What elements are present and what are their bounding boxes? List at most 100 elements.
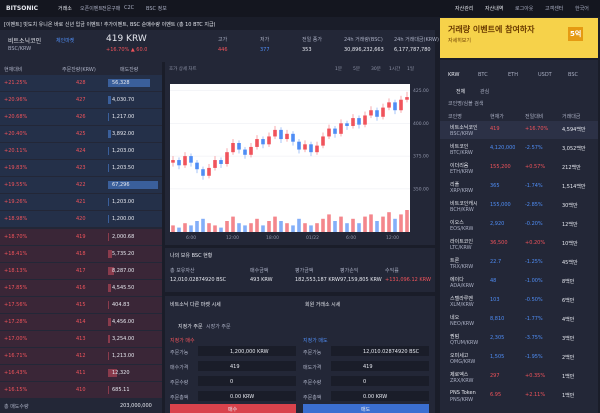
input-box[interactable] — [331, 361, 429, 371]
field-label: 주문가능 — [303, 350, 322, 356]
holding-value: +131,096.12 KRW — [385, 277, 431, 283]
volume-bar — [183, 223, 187, 232]
price: 425 — [76, 131, 86, 137]
market-row[interactable] — [440, 216, 598, 234]
pct: +18.13% — [4, 268, 28, 274]
sub-tab[interactable]: 관심 — [480, 89, 490, 95]
market-row[interactable] — [440, 292, 598, 310]
order-title: 지정가 매도 — [303, 338, 328, 344]
candle-body — [237, 143, 241, 150]
qty: 4,456.00 — [112, 319, 135, 325]
market-row[interactable] — [440, 273, 598, 291]
volume-bar — [327, 214, 331, 232]
market-tab[interactable]: KRW — [448, 72, 460, 78]
candle-body — [225, 152, 229, 164]
orderbook-row — [0, 365, 162, 381]
button-label[interactable]: 매도 — [361, 407, 371, 413]
field-label: 주문수량 — [303, 380, 322, 386]
market-tab[interactable]: BTC — [478, 72, 488, 78]
nav-item[interactable]: 오픈이벤트 — [80, 6, 104, 12]
pct: +17.00% — [4, 336, 28, 342]
market-tab[interactable]: ETH — [508, 72, 518, 78]
market-row[interactable] — [440, 254, 598, 272]
coin-name: 비트코인캐시 — [450, 201, 478, 207]
volume-bar — [333, 221, 337, 232]
input-box[interactable] — [198, 391, 296, 401]
volume-bar — [207, 223, 211, 232]
input-box[interactable] — [331, 376, 429, 386]
nav-item[interactable]: 고객센터 — [545, 6, 564, 12]
coin-change: -1.77% — [525, 316, 543, 322]
nav-item[interactable]: BSC 정보 — [146, 6, 167, 12]
nav-item[interactable]: C2C — [124, 5, 135, 11]
nav-item[interactable]: 거래소 — [58, 6, 72, 12]
volume-bar — [285, 223, 289, 232]
coin-pair: ETH/KRW — [450, 169, 474, 175]
input-box[interactable] — [331, 346, 429, 356]
pct: +16.15% — [4, 387, 28, 393]
volume-bar — [339, 216, 343, 232]
market-tab[interactable]: USDT — [538, 72, 552, 78]
market-row[interactable] — [440, 368, 598, 386]
order-title: 지정가 매수 — [170, 338, 195, 344]
stat-value: 6,177,787,780 — [394, 47, 431, 53]
candle-body — [267, 136, 271, 145]
tab[interactable]: 시장가 주문 — [206, 324, 231, 330]
market-row[interactable] — [440, 349, 598, 367]
qty-bar — [108, 386, 109, 394]
qty-bar — [108, 181, 158, 189]
coin-name: 트론 — [450, 258, 460, 264]
field-label: 주문총액 — [170, 395, 189, 401]
price: 427 — [76, 97, 86, 103]
search[interactable]: 코인명/심볼 검색 — [448, 101, 484, 107]
volume-bar — [369, 214, 373, 232]
pct: +16.71% — [4, 353, 28, 359]
nav-item[interactable]: 로그아웃 — [515, 6, 534, 12]
market-row[interactable] — [440, 178, 598, 196]
nav-item[interactable]: 자산내역 — [485, 6, 504, 12]
nav-item[interactable]: 전문구매 — [102, 6, 121, 12]
coin-price: 48 — [490, 278, 497, 284]
button-label[interactable]: 매수 — [228, 407, 238, 413]
footer-value: 203,000,000 — [120, 403, 152, 409]
nav-item[interactable]: 한국어 — [575, 6, 589, 12]
market-row[interactable] — [440, 311, 598, 329]
market-row[interactable] — [440, 235, 598, 253]
coin-change: +0.57% — [525, 164, 546, 170]
coin-name: 리플 — [450, 182, 460, 188]
coin-change: +0.20% — [525, 240, 546, 246]
coin-change: +2.11% — [525, 392, 546, 398]
price: 412 — [76, 353, 86, 359]
field-label: 주문수량 — [170, 380, 189, 386]
orderbook-row — [0, 109, 162, 125]
candle-body — [369, 110, 373, 116]
market-row[interactable] — [440, 159, 598, 177]
coin-price: 22.7 — [490, 259, 502, 265]
sub-tab[interactable]: 전체 — [456, 89, 466, 95]
banner-badge: 5억 — [568, 27, 584, 41]
market-row[interactable] — [440, 387, 598, 405]
orderbook-row — [0, 92, 162, 108]
qty: 56,328 — [112, 80, 130, 86]
coin-volume: 6백만 — [562, 298, 575, 304]
order-button[interactable] — [303, 404, 429, 413]
order-button[interactable] — [170, 404, 296, 413]
market-tab[interactable]: BSC — [568, 72, 579, 78]
input-box[interactable] — [198, 376, 296, 386]
input-box[interactable] — [198, 361, 296, 371]
holding-label: 평가금액 — [295, 268, 314, 274]
orderbook-row — [0, 126, 162, 142]
tab[interactable]: 지정가 주문 — [178, 324, 203, 330]
qty: 5,735.20 — [112, 251, 135, 257]
input-box[interactable] — [331, 391, 429, 401]
input-box[interactable] — [198, 346, 296, 356]
qty: 8,287.00 — [112, 268, 135, 274]
coin-price: 297 — [490, 373, 500, 379]
qty: 1,203.00 — [112, 148, 135, 154]
market-row[interactable] — [440, 121, 598, 139]
market-row[interactable] — [440, 140, 598, 158]
qty-bar — [108, 301, 109, 309]
market-row[interactable] — [440, 330, 598, 348]
market-row[interactable] — [440, 197, 598, 215]
nav-item[interactable]: 자산관리 — [455, 6, 474, 12]
